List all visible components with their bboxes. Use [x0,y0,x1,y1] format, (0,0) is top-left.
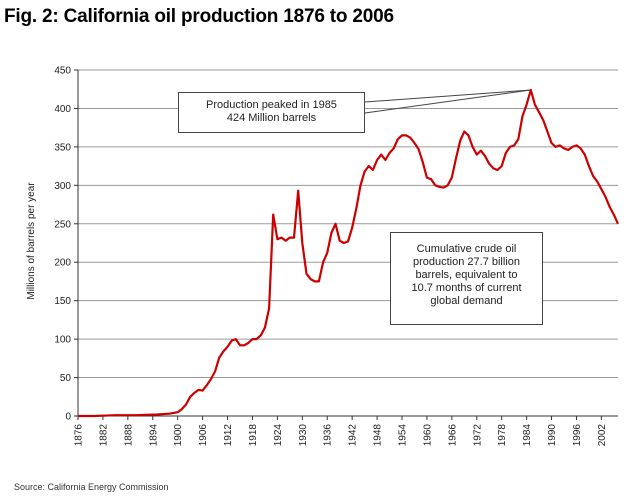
cumulative-annotation-line-2: production 27.7 billion [412,256,521,268]
x-tick-label: 1918 [248,424,259,447]
x-tick-label: 1912 [223,424,234,447]
source-note: Source: California Energy Commission [14,482,169,492]
cumulative-annotation: Cumulative crude oil production 27.7 bil… [390,232,543,325]
y-tick-label: 400 [54,104,71,115]
x-tick-label: 1888 [123,424,134,447]
x-tick-label: 1978 [497,424,508,447]
y-tick-label: 50 [60,373,72,384]
x-tick-label: 1930 [298,424,309,447]
x-tick-label: 1894 [148,424,159,447]
y-tick-label: 300 [54,181,71,192]
peak-leader-line [364,89,531,103]
x-tick-label: 1948 [373,424,384,447]
x-tick-label: 1900 [173,424,184,447]
x-tick-label: 1876 [74,424,85,447]
x-tick-label: 1972 [472,424,483,447]
x-tick-label: 1906 [198,424,209,447]
cumulative-annotation-line-5: global demand [430,295,503,307]
cumulative-annotation-line-3: barrels, equivalent to [415,269,518,281]
y-tick-label: 100 [54,335,71,346]
y-tick-label: 250 [54,219,71,230]
production-line [78,88,620,418]
cumulative-annotation-line-4: 10.7 months of current [411,282,522,294]
y-axis-ticks: 0 50 100 150 200 250 300 350 400 450 [54,66,78,423]
y-tick-label: 150 [54,296,71,307]
y-tick-label: 450 [54,66,71,77]
y-tick-label: 0 [65,412,71,423]
x-tick-label: 1924 [273,424,284,447]
x-tick-label: 1882 [98,424,109,447]
peak-annotation: Production peaked in 1985 424 Million ba… [178,92,365,133]
peak-annotation-line-1: Production peaked in 1985 [206,99,337,111]
x-tick-label: 2002 [597,424,608,447]
y-tick-label: 200 [54,258,71,269]
callout-leaders [364,89,531,114]
x-tick-label: 1942 [348,424,359,447]
axes [77,70,618,417]
cumulative-annotation-line-1: Cumulative crude oil [416,243,517,255]
x-tick-label: 1966 [447,424,458,447]
x-tick-label: 1936 [323,424,334,447]
peak-leader-line [364,89,531,114]
x-tick-label: 1954 [398,424,409,447]
x-tick-label: 1960 [422,424,433,447]
peak-annotation-line-2: 424 Million barrels [226,112,317,124]
x-axis-ticks: 1876 1882 1888 1894 1900 1906 1912 1918 1924 1930… [74,416,608,446]
x-tick-label: 1996 [572,424,583,447]
x-tick-label: 1990 [547,424,558,447]
x-tick-label: 1984 [522,424,533,447]
y-axis-label: Millions of barrels per year [26,182,37,300]
y-tick-label: 350 [54,142,71,153]
figure-title: Fig. 2: California oil production 1876 t… [4,6,394,27]
